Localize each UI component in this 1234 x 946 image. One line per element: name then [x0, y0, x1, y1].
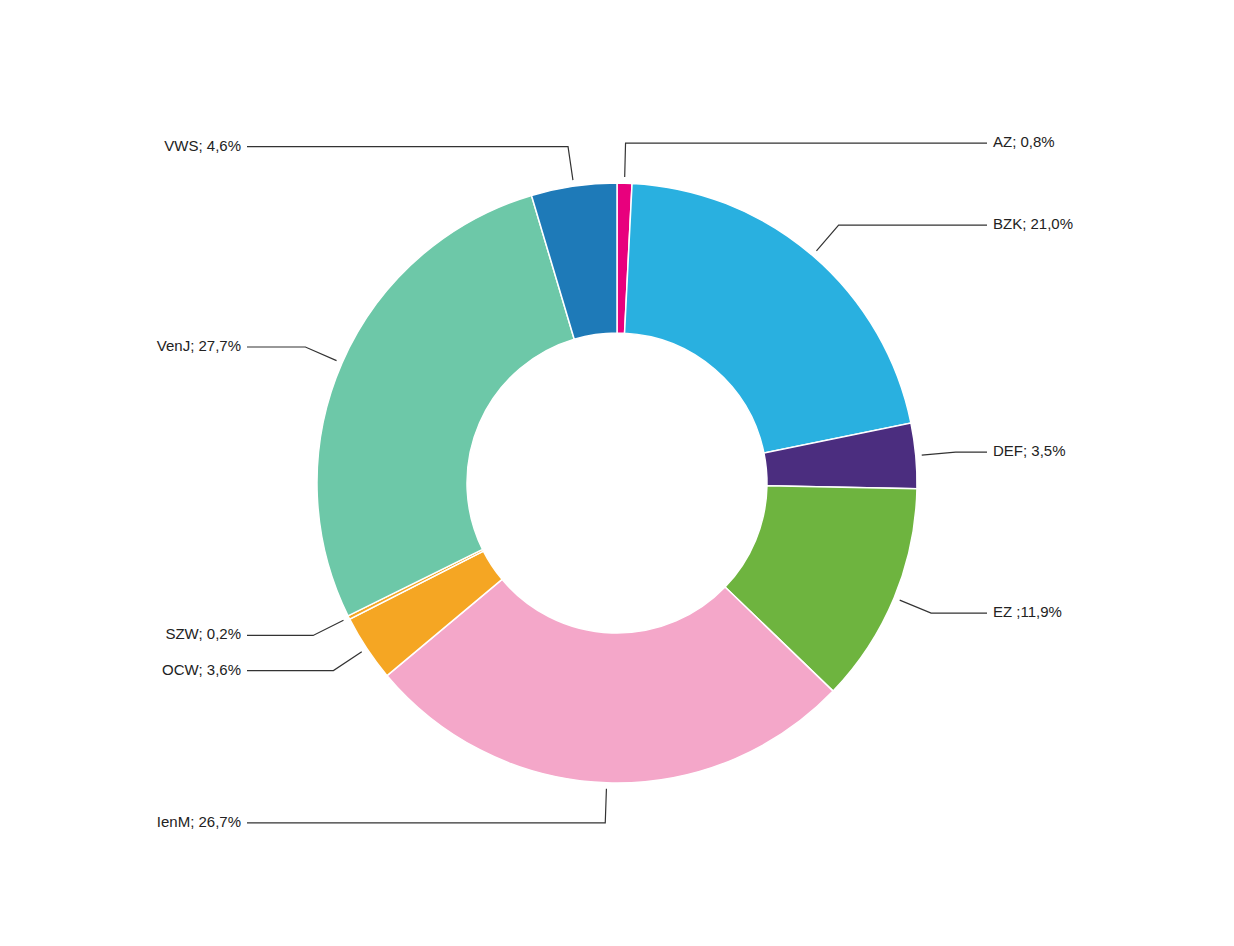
data-label: BZK; 21,0% — [993, 215, 1073, 232]
data-label: EZ ;11,9% — [993, 603, 1062, 620]
data-label: DEF; 3,5% — [993, 442, 1066, 459]
leader-line — [247, 147, 573, 181]
wedge — [317, 195, 574, 615]
labels: AZ; 0,8% BZK; 21,0% DEF; 3,5% EZ ;11,9% IenM… — [157, 133, 1073, 830]
data-label: VWS; 4,6% — [164, 137, 241, 154]
leader-line — [816, 225, 987, 251]
leader-line — [247, 620, 343, 635]
data-label: AZ; 0,8% — [993, 133, 1055, 150]
leader-line — [247, 347, 337, 361]
leader-line — [922, 452, 987, 455]
chart-container: AZ; 0,8% BZK; 21,0% DEF; 3,5% EZ ;11,9% IenM… — [0, 0, 1234, 946]
data-label: SZW; 0,2% — [165, 625, 241, 642]
wedge — [764, 423, 917, 489]
leader-line — [247, 652, 362, 671]
leader-line — [900, 600, 987, 613]
wedge — [531, 183, 617, 339]
wedge — [625, 183, 911, 453]
wedges — [317, 183, 917, 783]
leader-line — [625, 143, 987, 177]
leader-line — [247, 789, 606, 823]
data-label: OCW; 3,6% — [162, 661, 241, 678]
data-label: VenJ; 27,7% — [157, 337, 241, 354]
chart-svg: AZ; 0,8% BZK; 21,0% DEF; 3,5% EZ ;11,9% IenM… — [0, 0, 1234, 946]
data-label: IenM; 26,7% — [157, 813, 241, 830]
